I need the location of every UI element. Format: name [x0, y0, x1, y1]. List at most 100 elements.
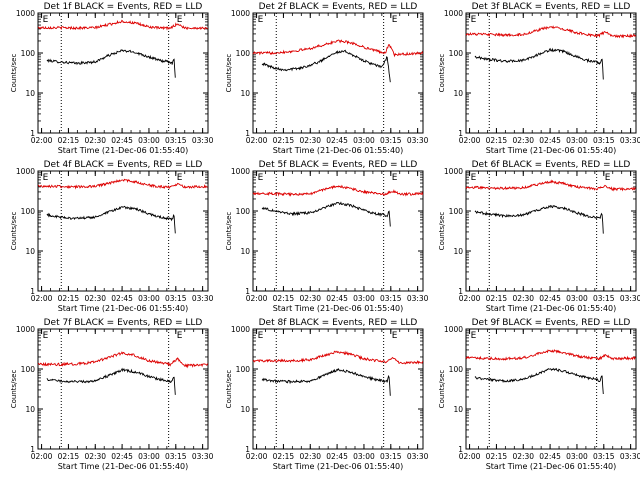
x-tick-label: 03:30	[407, 452, 429, 461]
event-marker-label: E	[43, 331, 49, 341]
x-tick-label: 02:45	[326, 294, 348, 303]
y-axis-label: Counts/sec	[10, 54, 18, 93]
x-tick-label: 03:00	[138, 452, 160, 461]
event-marker-label: E	[605, 331, 611, 341]
x-tick-label: 02:30	[299, 294, 321, 303]
x-axis-label: Start Time (21-Dec-06 01:55:40)	[486, 462, 617, 471]
x-tick-label: 02:15	[58, 452, 80, 461]
series-line-events	[261, 368, 391, 396]
chart-panel-4: Det 4f BLACK = Events, RED = LLD 1 10 100 10…	[10, 160, 214, 313]
event-marker-label: E	[258, 331, 264, 341]
x-tick-label: 02:30	[299, 452, 321, 461]
event-marker-label: E	[605, 173, 611, 183]
x-tick-label: 02:00	[246, 136, 268, 145]
y-tick-label: 100	[236, 49, 251, 58]
series-line-lld	[37, 351, 209, 369]
x-tick-label: 03:00	[353, 452, 375, 461]
x-axis-label: Start Time (21-Dec-06 01:55:40)	[486, 304, 617, 313]
x-tick-label: 02:15	[486, 452, 508, 461]
x-axis-label: Start Time (21-Dec-06 01:55:40)	[273, 462, 404, 471]
x-tick-label: 03:15	[165, 136, 187, 145]
y-tick-label: 100	[449, 365, 464, 374]
y-tick-label: 100	[236, 207, 251, 216]
chart-title: Det 7f BLACK = Events, RED = LLD	[44, 318, 203, 328]
x-tick-label: 03:00	[566, 136, 588, 145]
x-tick-label: 03:15	[593, 136, 615, 145]
event-marker-label: E	[177, 173, 183, 183]
plot-frame	[37, 12, 209, 134]
chart-title: Det 9f BLACK = Events, RED = LLD	[472, 318, 631, 328]
x-tick-label: 02:45	[539, 452, 561, 461]
x-tick-label: 02:30	[84, 136, 106, 145]
y-tick-label: 1	[30, 129, 35, 138]
x-tick-label: 02:15	[273, 452, 295, 461]
x-tick-label: 03:15	[380, 452, 402, 461]
x-tick-label: 03:30	[620, 136, 640, 145]
x-tick-label: 02:45	[111, 294, 133, 303]
x-tick-label: 02:15	[58, 294, 80, 303]
x-tick-label: 02:45	[539, 136, 561, 145]
event-marker-label: E	[471, 173, 477, 183]
event-marker-label: E	[177, 15, 183, 25]
y-axis-label: Counts/sec	[225, 212, 233, 251]
x-tick-label: 03:30	[620, 452, 640, 461]
event-marker-label: E	[43, 173, 49, 183]
x-tick-label: 02:00	[31, 452, 53, 461]
series-line-events	[46, 367, 176, 395]
x-tick-label: 02:15	[273, 294, 295, 303]
series-line-lld	[465, 348, 636, 361]
plot-frame	[37, 170, 209, 292]
y-axis-label: Counts/sec	[438, 54, 446, 93]
series-line-events	[261, 49, 391, 83]
x-tick-label: 03:30	[192, 452, 214, 461]
y-tick-label: 10	[25, 247, 35, 256]
y-tick-label: 10	[240, 405, 250, 414]
x-tick-label: 02:15	[273, 136, 295, 145]
event-marker-label: E	[392, 173, 398, 183]
y-tick-label: 1000	[16, 9, 35, 18]
event-marker-label: E	[43, 15, 49, 25]
x-tick-label: 02:45	[539, 294, 561, 303]
plot-frame	[252, 170, 424, 292]
event-marker-label: E	[471, 15, 477, 25]
chart-panel-1: Det 1f BLACK = Events, RED = LLD 1 10 100 10…	[10, 2, 214, 155]
y-axis-label: Counts/sec	[438, 212, 446, 251]
y-tick-label: 100	[21, 365, 36, 374]
y-tick-label: 100	[236, 365, 251, 374]
x-tick-label: 03:15	[380, 136, 402, 145]
series-line-lld	[37, 19, 208, 31]
chart-title: Det 3f BLACK = Events, RED = LLD	[472, 2, 631, 12]
y-tick-label: 10	[453, 405, 463, 414]
event-marker-label: E	[258, 15, 264, 25]
x-tick-label: 03:30	[620, 294, 640, 303]
x-tick-label: 03:15	[380, 294, 402, 303]
x-tick-label: 03:00	[566, 294, 588, 303]
x-tick-label: 03:00	[566, 452, 588, 461]
x-tick-label: 02:30	[512, 294, 534, 303]
x-tick-label: 02:00	[246, 452, 268, 461]
y-axis-label: Counts/sec	[225, 370, 233, 409]
series-line-events	[474, 47, 604, 80]
x-tick-label: 03:15	[593, 294, 615, 303]
chart-panel-9: Det 9f BLACK = Events, RED = LLD 1 10 100 10…	[438, 318, 640, 471]
y-tick-label: 1000	[231, 167, 250, 176]
x-axis-label: Start Time (21-Dec-06 01:55:40)	[58, 462, 189, 471]
plot-frame	[252, 12, 424, 134]
x-tick-label: 02:15	[486, 294, 508, 303]
series-line-lld	[465, 179, 637, 192]
y-tick-label: 1000	[231, 325, 250, 334]
y-tick-label: 1000	[444, 167, 463, 176]
x-tick-label: 02:00	[246, 294, 268, 303]
y-tick-label: 1	[30, 445, 35, 454]
y-tick-label: 100	[21, 207, 36, 216]
y-tick-label: 1000	[444, 325, 463, 334]
plot-frame	[465, 328, 637, 450]
series-line-lld	[252, 350, 424, 365]
event-marker-label: E	[605, 15, 611, 25]
chart-title: Det 8f BLACK = Events, RED = LLD	[259, 318, 418, 328]
y-tick-label: 1000	[231, 9, 250, 18]
y-axis-label: Counts/sec	[10, 212, 18, 251]
chart-title: Det 4f BLACK = Events, RED = LLD	[44, 160, 203, 170]
series-line-lld	[465, 25, 637, 39]
